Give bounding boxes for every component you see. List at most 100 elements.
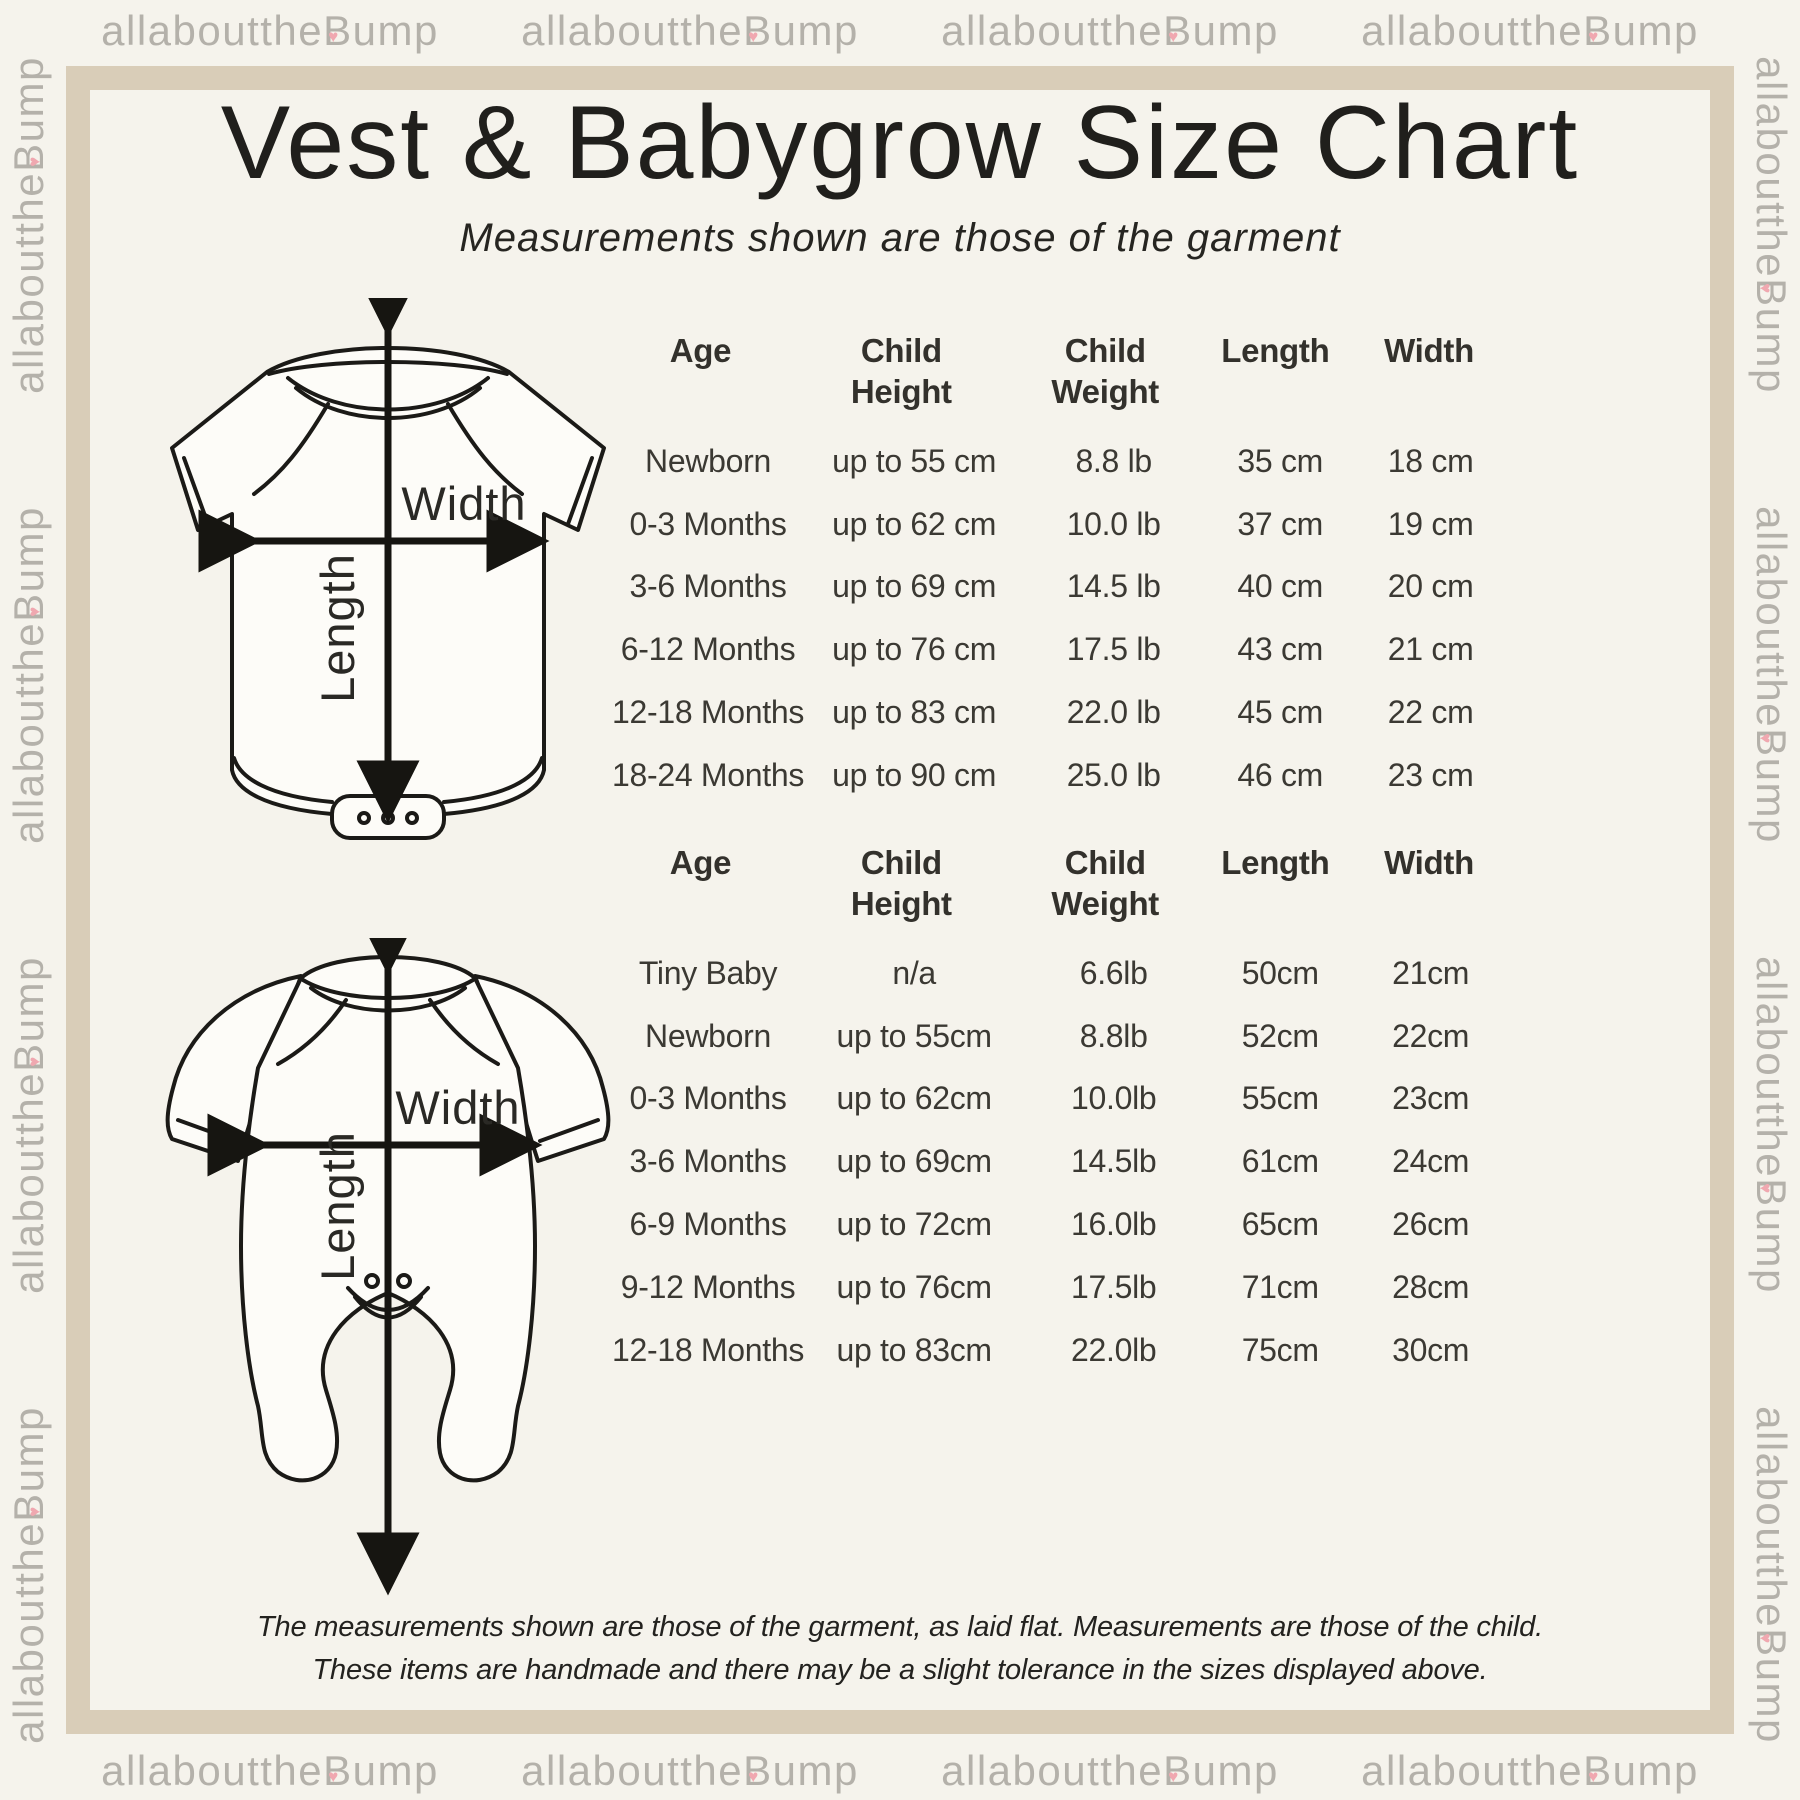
watermark-logo: allabouttheB ♥ ump: [5, 956, 52, 1294]
watermark-logo: allabouttheB ♥ ump: [1748, 506, 1795, 844]
footer-notes: The measurements shown are those of the …: [0, 1606, 1800, 1692]
table-cell: up to 69 cm: [832, 568, 997, 605]
table-body: Newborn up to 55 cm 8.8 lb 35 cm 18 cm 0-3 Mo…: [612, 430, 1504, 807]
width-label: Width: [401, 477, 526, 530]
column-header: Child Height: [850, 332, 952, 410]
watermark-logo: allabouttheB ♥ ump: [101, 1747, 439, 1794]
table-cell: 75cm: [1241, 1331, 1319, 1368]
watermark-logo: allabouttheB ♥ ump: [941, 1747, 1279, 1794]
table-cell: 22cm: [1392, 1017, 1470, 1054]
table-cell: 26cm: [1392, 1206, 1470, 1243]
page-subtitle: Measurements shown are those of the garm…: [459, 216, 1341, 260]
table-cell: 12-18 Months: [612, 1331, 805, 1368]
watermark-column-right: allabouttheB ♥ ump allabouttheB ♥ ump allabo…: [1740, 56, 1800, 1744]
watermark-logo: allabouttheB ♥ ump: [1748, 1406, 1795, 1744]
table-cell: 8.8lb: [1079, 1017, 1148, 1054]
heart-icon: ♥: [1588, 27, 1600, 46]
heart-icon: ♥: [1756, 1183, 1775, 1195]
table-cell: 12-18 Months: [612, 694, 805, 731]
watermark-logo-vertical: allabouttheB ♥ ump: [1741, 506, 1800, 844]
table-cell: up to 55cm: [836, 1017, 992, 1054]
table-cell: 18-24 Months: [612, 756, 805, 793]
heart-icon: ♥: [1588, 1767, 1600, 1786]
table-cell: Tiny Baby: [638, 954, 778, 991]
watermark-logo-vertical: allabouttheB ♥ ump: [0, 956, 59, 1294]
table-body: Tiny Baby n/a 6.6lb 50cm 21cm Newborn up to 55…: [612, 942, 1504, 1382]
table-cell: up to 72cm: [836, 1206, 992, 1243]
column-header: Length: [1221, 332, 1330, 369]
footer-line-2: These items are handmade and there may b…: [312, 1654, 1488, 1686]
watermark-logo: allabouttheB ♥ ump: [101, 7, 439, 54]
table-cell: 10.0 lb: [1066, 505, 1161, 542]
table-cell: Newborn: [645, 1017, 772, 1054]
table-cell: 6-12 Months: [620, 631, 796, 668]
heart-icon: ♥: [328, 1767, 340, 1786]
table-cell: 6-9 Months: [629, 1206, 787, 1243]
table-cell: up to 76 cm: [832, 631, 997, 668]
length-label: Length: [311, 1131, 364, 1281]
length-label: Length: [311, 553, 364, 703]
table-cell: 14.5 lb: [1066, 568, 1161, 605]
table-cell: up to 55 cm: [832, 442, 997, 479]
table-cell: 8.8 lb: [1075, 442, 1152, 479]
table-cell: up to 76cm: [836, 1268, 992, 1305]
heart-icon: ♥: [1168, 27, 1180, 46]
table-cell: 65cm: [1241, 1206, 1319, 1243]
table-cell: 37 cm: [1237, 505, 1324, 542]
watermark-logo: allabouttheB ♥ ump: [5, 506, 52, 844]
watermark-row-bottom: allabouttheB ♥ ump allabouttheB ♥ ump allabo…: [0, 1738, 1800, 1800]
table-cell: 61cm: [1241, 1143, 1319, 1180]
footer-line-1: The measurements shown are those of the …: [257, 1611, 1543, 1643]
page-title: Vest & Babygrow Size Chart: [220, 85, 1580, 201]
table-cell: 6.6lb: [1079, 954, 1148, 991]
table-cell: 43 cm: [1237, 631, 1324, 668]
watermark-column-left: allabouttheB ♥ ump allabouttheB ♥ ump allabo…: [0, 56, 60, 1744]
table-header-row: Age Child Height Child Weight Length Width: [612, 330, 1504, 430]
table-cell: 18 cm: [1387, 442, 1474, 479]
watermark-logo: allabouttheB ♥ ump: [1361, 7, 1699, 54]
table-cell: 16.0lb: [1070, 1206, 1157, 1243]
heart-icon: ♥: [25, 1505, 44, 1517]
watermark-logo-vertical: allabouttheB ♥ ump: [0, 506, 59, 844]
heart-icon: ♥: [25, 605, 44, 617]
table-cell: 17.5 lb: [1066, 631, 1161, 668]
heart-icon: ♥: [1756, 733, 1775, 745]
watermark-logo: allabouttheB ♥ ump: [521, 7, 859, 54]
heart-icon: ♥: [328, 27, 340, 46]
table-cell: 0-3 Months: [629, 505, 787, 542]
table-cell: 30cm: [1392, 1331, 1470, 1368]
table-cell: 45 cm: [1237, 694, 1324, 731]
table-cell: 3-6 Months: [629, 1143, 787, 1180]
table-header-row: Age Child Height Child Weight Length Width: [612, 842, 1504, 942]
watermark-logo-vertical: allabouttheB ♥ ump: [1741, 956, 1800, 1294]
table-cell: 52cm: [1241, 1017, 1319, 1054]
table-cell: 23cm: [1392, 1080, 1470, 1117]
table-cell: up to 83 cm: [832, 694, 997, 731]
heart-icon: ♥: [1756, 283, 1775, 295]
table-cell: 25.0 lb: [1066, 756, 1161, 793]
table-cell: 55cm: [1241, 1080, 1319, 1117]
table-cell: up to 62 cm: [832, 505, 997, 542]
table-cell: 21 cm: [1387, 631, 1474, 668]
table-cell: 40 cm: [1237, 568, 1324, 605]
column-header: Length: [1221, 844, 1330, 881]
vest-size-table: Age Child Height Child Weight Length Width N…: [612, 330, 1504, 807]
table-cell: 9-12 Months: [620, 1268, 796, 1305]
table-cell: up to 62cm: [836, 1080, 992, 1117]
watermark-logo: allabouttheB ♥ ump: [5, 1406, 52, 1744]
table-cell: 23 cm: [1387, 756, 1474, 793]
watermark-logo: allabouttheB ♥ ump: [521, 1747, 859, 1794]
table-cell: 17.5lb: [1070, 1268, 1157, 1305]
column-header: Child Weight: [1051, 844, 1159, 922]
table-cell: 46 cm: [1237, 756, 1324, 793]
table-cell: 20 cm: [1387, 568, 1474, 605]
table-cell: 21cm: [1392, 954, 1470, 991]
column-header: Width: [1384, 332, 1474, 369]
table-cell: 50cm: [1241, 954, 1319, 991]
table-cell: 35 cm: [1237, 442, 1324, 479]
watermark-row-top: allabouttheB ♥ ump allabouttheB ♥ ump allabo…: [0, 0, 1800, 64]
column-header: Width: [1384, 844, 1474, 881]
heart-icon: ♥: [1168, 1767, 1180, 1786]
table-cell: 28cm: [1392, 1268, 1470, 1305]
